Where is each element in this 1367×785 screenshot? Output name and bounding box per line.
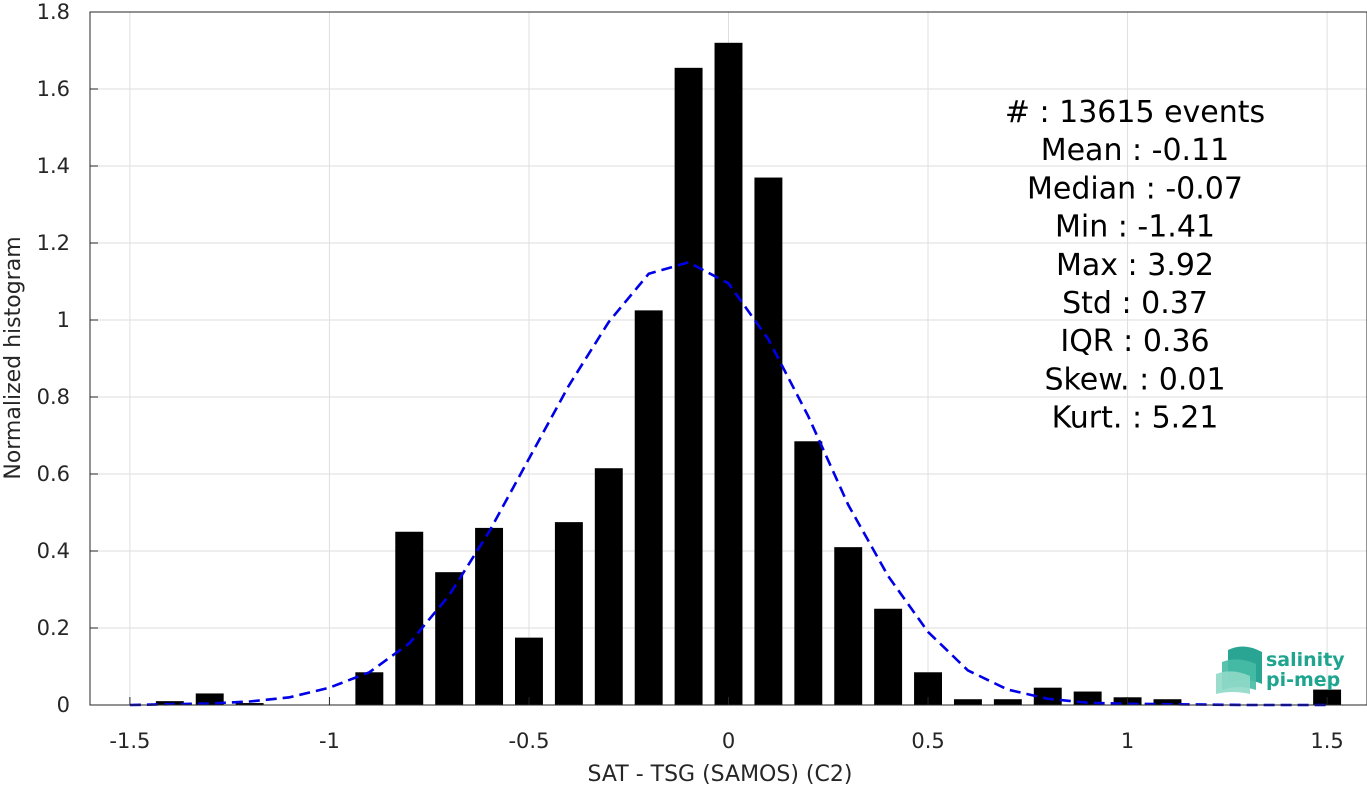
x-tick-label: 1 — [1121, 729, 1134, 753]
stat-line: Min : -1.41 — [1055, 210, 1215, 245]
stat-line: Median : -0.07 — [1027, 171, 1243, 206]
x-axis-label: SAT - TSG (SAMOS) (C2) — [588, 762, 853, 785]
gaussian-fit-curve — [129, 260, 1328, 707]
histogram-bar — [435, 572, 464, 705]
y-tick-label: 1 — [57, 308, 70, 332]
y-tick-label: 0.2 — [37, 616, 70, 640]
y-tick-label: 0 — [57, 693, 70, 717]
stat-line: IQR : 0.36 — [1060, 324, 1209, 359]
x-tick-label: 0.5 — [911, 729, 944, 753]
histogram-bar — [554, 522, 583, 705]
stat-line: Std : 0.37 — [1062, 286, 1208, 321]
y-tick-label: 1.2 — [37, 231, 70, 255]
y-tick-label: 0.8 — [37, 385, 70, 409]
histogram-bar — [874, 608, 903, 705]
histogram-bar — [794, 441, 823, 705]
histogram-bar — [993, 699, 1022, 705]
histogram-bar — [1153, 699, 1182, 705]
y-tick-label: 1.6 — [37, 77, 70, 101]
logo-text-salinity: salinity — [1266, 649, 1345, 671]
histogram-bar — [235, 703, 264, 705]
y-tick-label: 0.4 — [37, 539, 70, 563]
x-tick-label: 1.5 — [1310, 729, 1343, 753]
histogram-bar — [475, 527, 504, 705]
y-tick-label: 1.4 — [37, 154, 70, 178]
wave-logo-icon — [1216, 646, 1262, 694]
x-tick-label: 0 — [722, 729, 735, 753]
histogram-bar — [714, 42, 743, 706]
stat-line: Max : 3.92 — [1056, 248, 1214, 283]
x-axis-ticks: -1.5 -1 -0.5 0 0.5 1 1.5 — [109, 697, 1344, 753]
x-tick-label: -1 — [319, 729, 340, 753]
logo-text-pi-mep: pi-mep — [1266, 669, 1340, 691]
histogram-bar — [754, 177, 783, 706]
histogram-bar — [355, 672, 384, 705]
stat-line: Mean : -0.11 — [1041, 133, 1230, 168]
y-tick-label: 0.6 — [37, 462, 70, 486]
histogram-bar — [594, 468, 623, 705]
x-tick-label: -1.5 — [109, 729, 150, 753]
histogram-bar — [953, 699, 982, 705]
salinity-pi-mep-logo: salinity pi-mep — [1216, 646, 1345, 694]
histogram-bar — [395, 531, 424, 705]
stat-line: Kurt. : 5.21 — [1052, 401, 1219, 436]
histogram-bar — [634, 310, 663, 705]
histogram-bar — [674, 67, 703, 705]
histogram-bar — [834, 547, 863, 705]
histogram-bar — [195, 693, 224, 705]
stat-line: # : 13615 events — [1005, 95, 1265, 130]
histogram-bars — [155, 42, 1342, 706]
x-tick-label: -0.5 — [508, 729, 549, 753]
y-tick-label: 1.8 — [37, 0, 70, 24]
histogram-bar — [1033, 687, 1062, 705]
y-axis-ticks: 0 0.2 0.4 0.6 0.8 1 1.2 1.4 1.6 1.8 — [37, 0, 98, 717]
histogram-bar — [515, 637, 543, 705]
y-axis-label: Normalized histogram — [1, 236, 26, 479]
stat-line: Skew. : 0.01 — [1044, 362, 1225, 397]
